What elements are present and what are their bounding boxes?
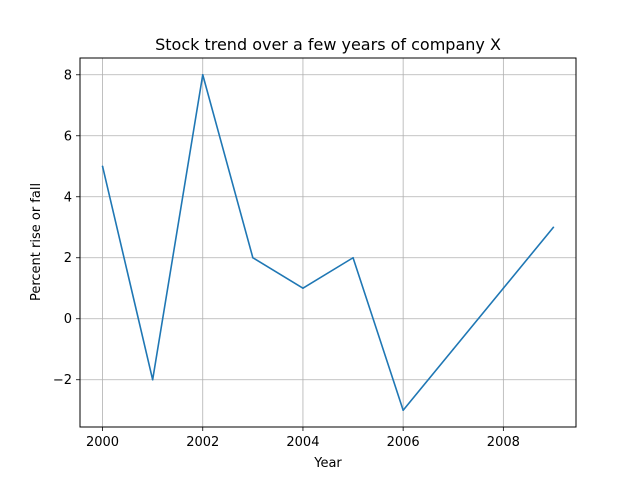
x-tick-label: 2004 xyxy=(286,435,319,450)
y-tick-label: 8 xyxy=(64,68,72,83)
data-point xyxy=(402,409,404,412)
plot-area-frame xyxy=(79,57,577,428)
x-tick-label: 2006 xyxy=(387,435,420,450)
series-layer xyxy=(101,73,555,412)
x-tick-label: 2002 xyxy=(186,435,219,450)
data-point xyxy=(552,226,555,229)
x-tick-label: 2008 xyxy=(487,435,520,450)
grid-lines xyxy=(80,58,576,427)
x-axis-ticks: 2000 2002 2004 2006 2008 xyxy=(86,427,520,450)
data-point xyxy=(101,165,104,168)
series-line xyxy=(101,73,555,412)
y-tick-label: 6 xyxy=(64,129,72,144)
x-axis-label: Year xyxy=(313,456,342,471)
data-point xyxy=(151,378,154,381)
data-point xyxy=(302,287,304,290)
x-tick-label: 2000 xyxy=(86,435,119,450)
data-point xyxy=(352,256,354,259)
chart-title: Stock trend over a few years of company … xyxy=(155,35,501,54)
y-tick-label: 2 xyxy=(64,251,72,266)
data-point xyxy=(502,287,505,290)
data-point xyxy=(252,256,254,259)
y-tick-label: 4 xyxy=(64,190,72,205)
y-tick-label: 0 xyxy=(64,312,72,327)
y-axis-ticks: −2 0 2 4 6 8 xyxy=(53,68,80,388)
y-tick-label: −2 xyxy=(53,373,72,388)
y-axis-label: Percent rise or fall xyxy=(29,183,44,301)
data-point xyxy=(201,73,204,76)
data-point xyxy=(452,348,455,351)
